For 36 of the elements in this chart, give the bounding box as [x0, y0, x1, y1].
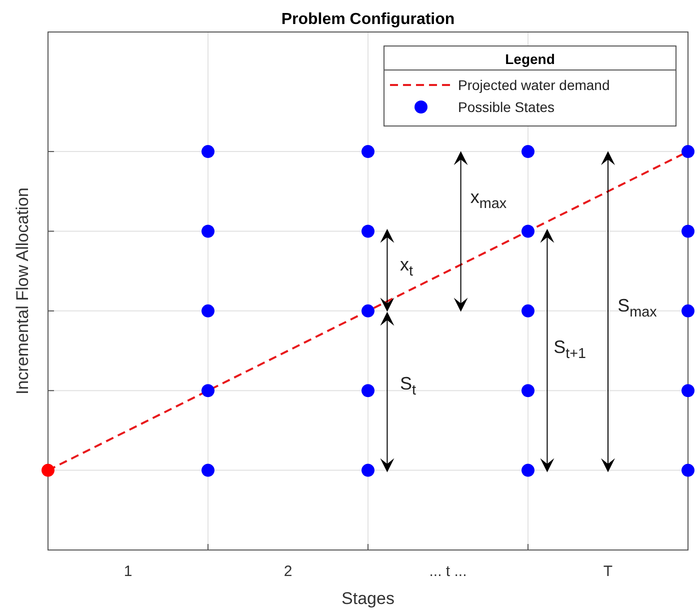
point: [682, 464, 694, 477]
y-axis-title: Incremental Flow Allocation: [13, 188, 32, 394]
point: [42, 464, 54, 477]
point: [682, 145, 694, 158]
annotation: S$_{t+1}$: [554, 337, 586, 362]
point: [202, 464, 214, 477]
x-tick-label: T: [603, 563, 613, 580]
point: [362, 145, 374, 158]
point: [362, 304, 374, 318]
point: [522, 464, 534, 477]
legend-label: Possible States: [458, 99, 554, 115]
x-tick-label: 2: [284, 563, 292, 580]
point: [202, 224, 214, 238]
point: [202, 145, 214, 158]
point: [522, 304, 534, 318]
point: [522, 224, 534, 238]
point: [202, 384, 214, 398]
point: [362, 464, 374, 477]
annotation: x$_{t}$: [400, 254, 413, 280]
point: [682, 224, 694, 238]
annotation: S$_{t}$: [400, 373, 416, 398]
annotation: x$_{max}$: [470, 186, 508, 212]
legend-title: Legend: [505, 51, 555, 67]
point: [522, 384, 534, 398]
legend-label: Projected water demand: [458, 77, 610, 93]
x-axis-title: Stages: [342, 589, 394, 608]
point: [362, 224, 374, 238]
point: [522, 145, 534, 158]
chart-title: Problem Configuration: [281, 11, 455, 28]
point: [682, 384, 694, 398]
point: [682, 304, 694, 318]
x-tick-label: ... t ...: [429, 563, 467, 580]
point: [362, 384, 374, 398]
annotation: S$_{max}$: [618, 296, 658, 321]
x-tick-label: 1: [124, 563, 132, 580]
point: [202, 304, 214, 318]
